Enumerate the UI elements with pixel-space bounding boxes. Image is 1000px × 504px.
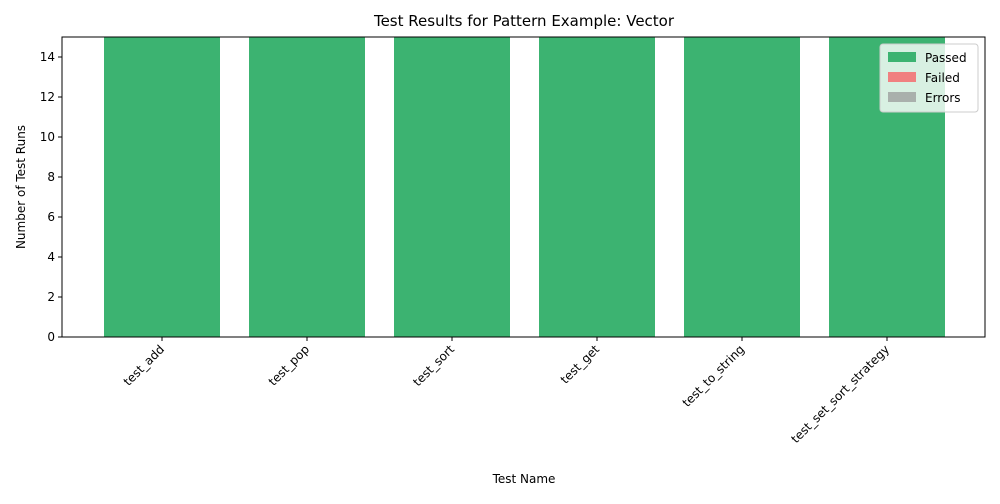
x-tick-label: test_to_string [680, 342, 748, 410]
x-tick-label: test_pop [266, 342, 312, 388]
y-tick-label: 10 [40, 130, 55, 144]
legend-label: Passed [925, 51, 967, 65]
y-axis-label: Number of Test Runs [14, 125, 28, 249]
bars-group [104, 37, 945, 337]
bar-passed-test_to_string [684, 37, 800, 337]
y-tick-label: 0 [47, 330, 55, 344]
bar-passed-test_get [539, 37, 655, 337]
bar-passed-test_pop [249, 37, 365, 337]
bar-passed-test_sort [394, 37, 510, 337]
legend-label: Failed [925, 71, 960, 85]
x-axis: test_add test_pop test_sort test_get test_to… [121, 337, 892, 446]
y-tick-label: 6 [47, 210, 55, 224]
plot-frame [61, 36, 986, 338]
y-tick-label: 12 [40, 90, 55, 104]
y-tick-label: 8 [47, 170, 55, 184]
bar-passed-test_add [104, 37, 220, 337]
y-tick-label: 2 [47, 290, 55, 304]
legend-swatch [888, 52, 916, 62]
legend: Passed Failed Errors [879, 43, 979, 113]
x-axis-label: Test Name [492, 472, 556, 486]
legend-swatch [888, 72, 916, 82]
legend-swatch [888, 92, 916, 102]
x-tick-label: test_get [558, 342, 603, 387]
x-tick-label: test_set_sort_strategy [788, 342, 892, 446]
x-tick-label: test_sort [410, 342, 457, 389]
x-tick-label: test_add [121, 342, 167, 388]
y-tick-label: 4 [47, 250, 55, 264]
chart-title: Test Results for Pattern Example: Vector [373, 12, 675, 30]
y-axis: 0 2 4 6 8 10 12 14 [40, 50, 62, 344]
legend-label: Errors [925, 91, 961, 105]
y-tick-label: 14 [40, 50, 55, 64]
